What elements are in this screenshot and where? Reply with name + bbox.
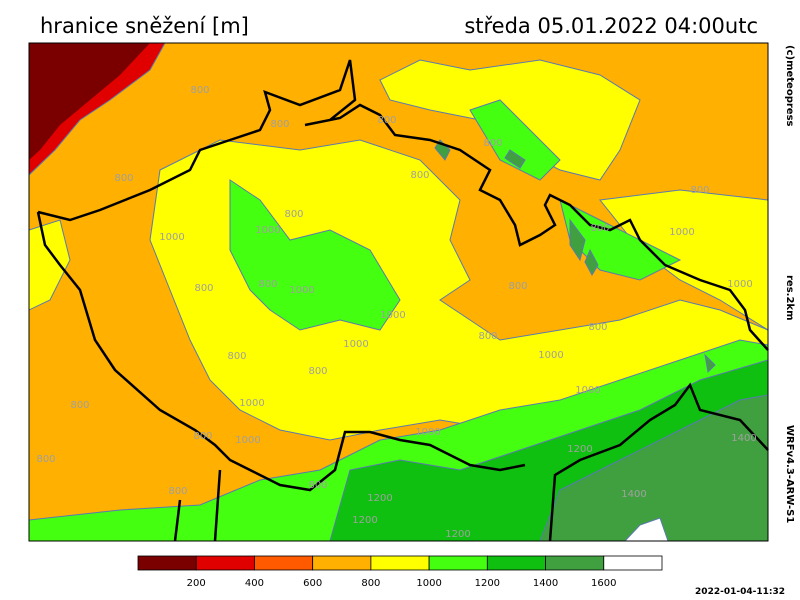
- area-0-200: [29, 43, 150, 160]
- legend-tick-label: 600: [303, 578, 322, 589]
- contour-label: 800: [590, 223, 609, 234]
- contour-label: 800: [194, 283, 213, 294]
- contour-label: 1000: [343, 339, 368, 350]
- contour-label: 1000: [159, 232, 184, 243]
- map-title: hranice sněžení [m]: [40, 14, 249, 38]
- legend-swatch: [486, 555, 546, 571]
- contour-label: 1000: [415, 427, 440, 438]
- contour-label: 1000: [289, 285, 314, 296]
- contour-label: 1200: [352, 515, 377, 526]
- contour-label: 800: [168, 486, 187, 497]
- contour-label: 1000: [727, 279, 752, 290]
- border: [36, 59, 769, 542]
- legend-swatch: [545, 555, 605, 571]
- contour-label: 800: [193, 431, 212, 442]
- legend-tick-label: 400: [245, 578, 264, 589]
- contour-label: 800: [308, 480, 327, 491]
- contour-label: 800: [70, 400, 89, 411]
- timestamp: 2022-01-04-11:32: [695, 587, 785, 597]
- contour-label: 1000: [575, 385, 600, 396]
- contour-label: 800: [508, 281, 527, 292]
- model: WRFv4.3-ARW-S1: [784, 425, 795, 523]
- area-1000-1200: [229, 179, 401, 331]
- contour-label: 800: [190, 85, 209, 96]
- legend-swatch: [137, 555, 197, 571]
- area-800-1000: [149, 139, 768, 441]
- contour-label: 800: [258, 279, 277, 290]
- contour-label: 1400: [621, 489, 646, 500]
- legend-swatch: [428, 555, 488, 571]
- contour-label: 1200: [567, 444, 592, 455]
- contour-label: 1000: [255, 225, 280, 236]
- contour-label: 1200: [445, 529, 470, 540]
- contour-label: 1000: [239, 398, 264, 409]
- contour-label: 800: [483, 138, 502, 149]
- contour-label: 800: [227, 351, 246, 362]
- contour-label: 800: [588, 322, 607, 333]
- contour-label: 800: [36, 454, 55, 465]
- area-1200-1400: [434, 139, 716, 374]
- legend-tick-label: 1000: [416, 578, 441, 589]
- map-datetime: středa 05.01.2022 04:00utc: [464, 14, 758, 38]
- area-1400-1600: [539, 394, 768, 541]
- legend-tick-label: 1400: [533, 578, 558, 589]
- legend-tick-label: 200: [187, 578, 206, 589]
- contour-label: 800: [410, 170, 429, 181]
- legend-swatch: [370, 555, 430, 571]
- contour-label: 1000: [235, 435, 260, 446]
- contour-label: 1200: [367, 493, 392, 504]
- legend-swatch: [603, 555, 663, 571]
- contour-label: 800: [478, 331, 497, 342]
- area-1600: [624, 517, 669, 541]
- legend-swatch: [312, 555, 372, 571]
- contour-label: 800: [308, 366, 327, 377]
- contour-label: 800: [284, 209, 303, 220]
- contour-label: 800: [270, 119, 289, 130]
- resolution: res.2km: [784, 275, 795, 321]
- contour-label: 1000: [538, 350, 563, 361]
- legend: 200 400 600 800 1000 1200 1400 1600: [137, 555, 663, 589]
- map-frame: [28, 42, 769, 542]
- area-1000-1200: [469, 99, 561, 181]
- contour-label: 1400: [731, 433, 756, 444]
- contour-label: 800: [114, 173, 133, 184]
- contour-label: 800: [377, 115, 396, 126]
- legend-tick-label: 1200: [475, 578, 500, 589]
- credit: (c)meteopress: [784, 45, 795, 127]
- map: 800 800 800 800 800 800 800 800 1000 1000 1000 800 8…: [28, 42, 769, 542]
- contour-label: 1000: [380, 310, 405, 321]
- legend-tick-label: 1600: [591, 578, 616, 589]
- legend-tick-label: 800: [361, 578, 380, 589]
- legend-swatch: [195, 555, 255, 571]
- contour-label: 1000: [669, 227, 694, 238]
- area-800-1000: [29, 219, 71, 311]
- contour-label: 800: [690, 185, 709, 196]
- legend-swatch: [254, 555, 314, 571]
